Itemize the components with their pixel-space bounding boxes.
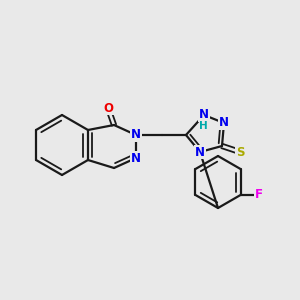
Text: F: F <box>254 188 262 202</box>
Text: N: N <box>195 146 205 158</box>
Text: N: N <box>131 152 141 164</box>
Text: O: O <box>103 101 113 115</box>
Text: N: N <box>219 116 229 130</box>
Text: N: N <box>199 109 209 122</box>
Text: N: N <box>131 128 141 142</box>
Text: S: S <box>236 146 244 158</box>
Text: H: H <box>199 121 207 131</box>
